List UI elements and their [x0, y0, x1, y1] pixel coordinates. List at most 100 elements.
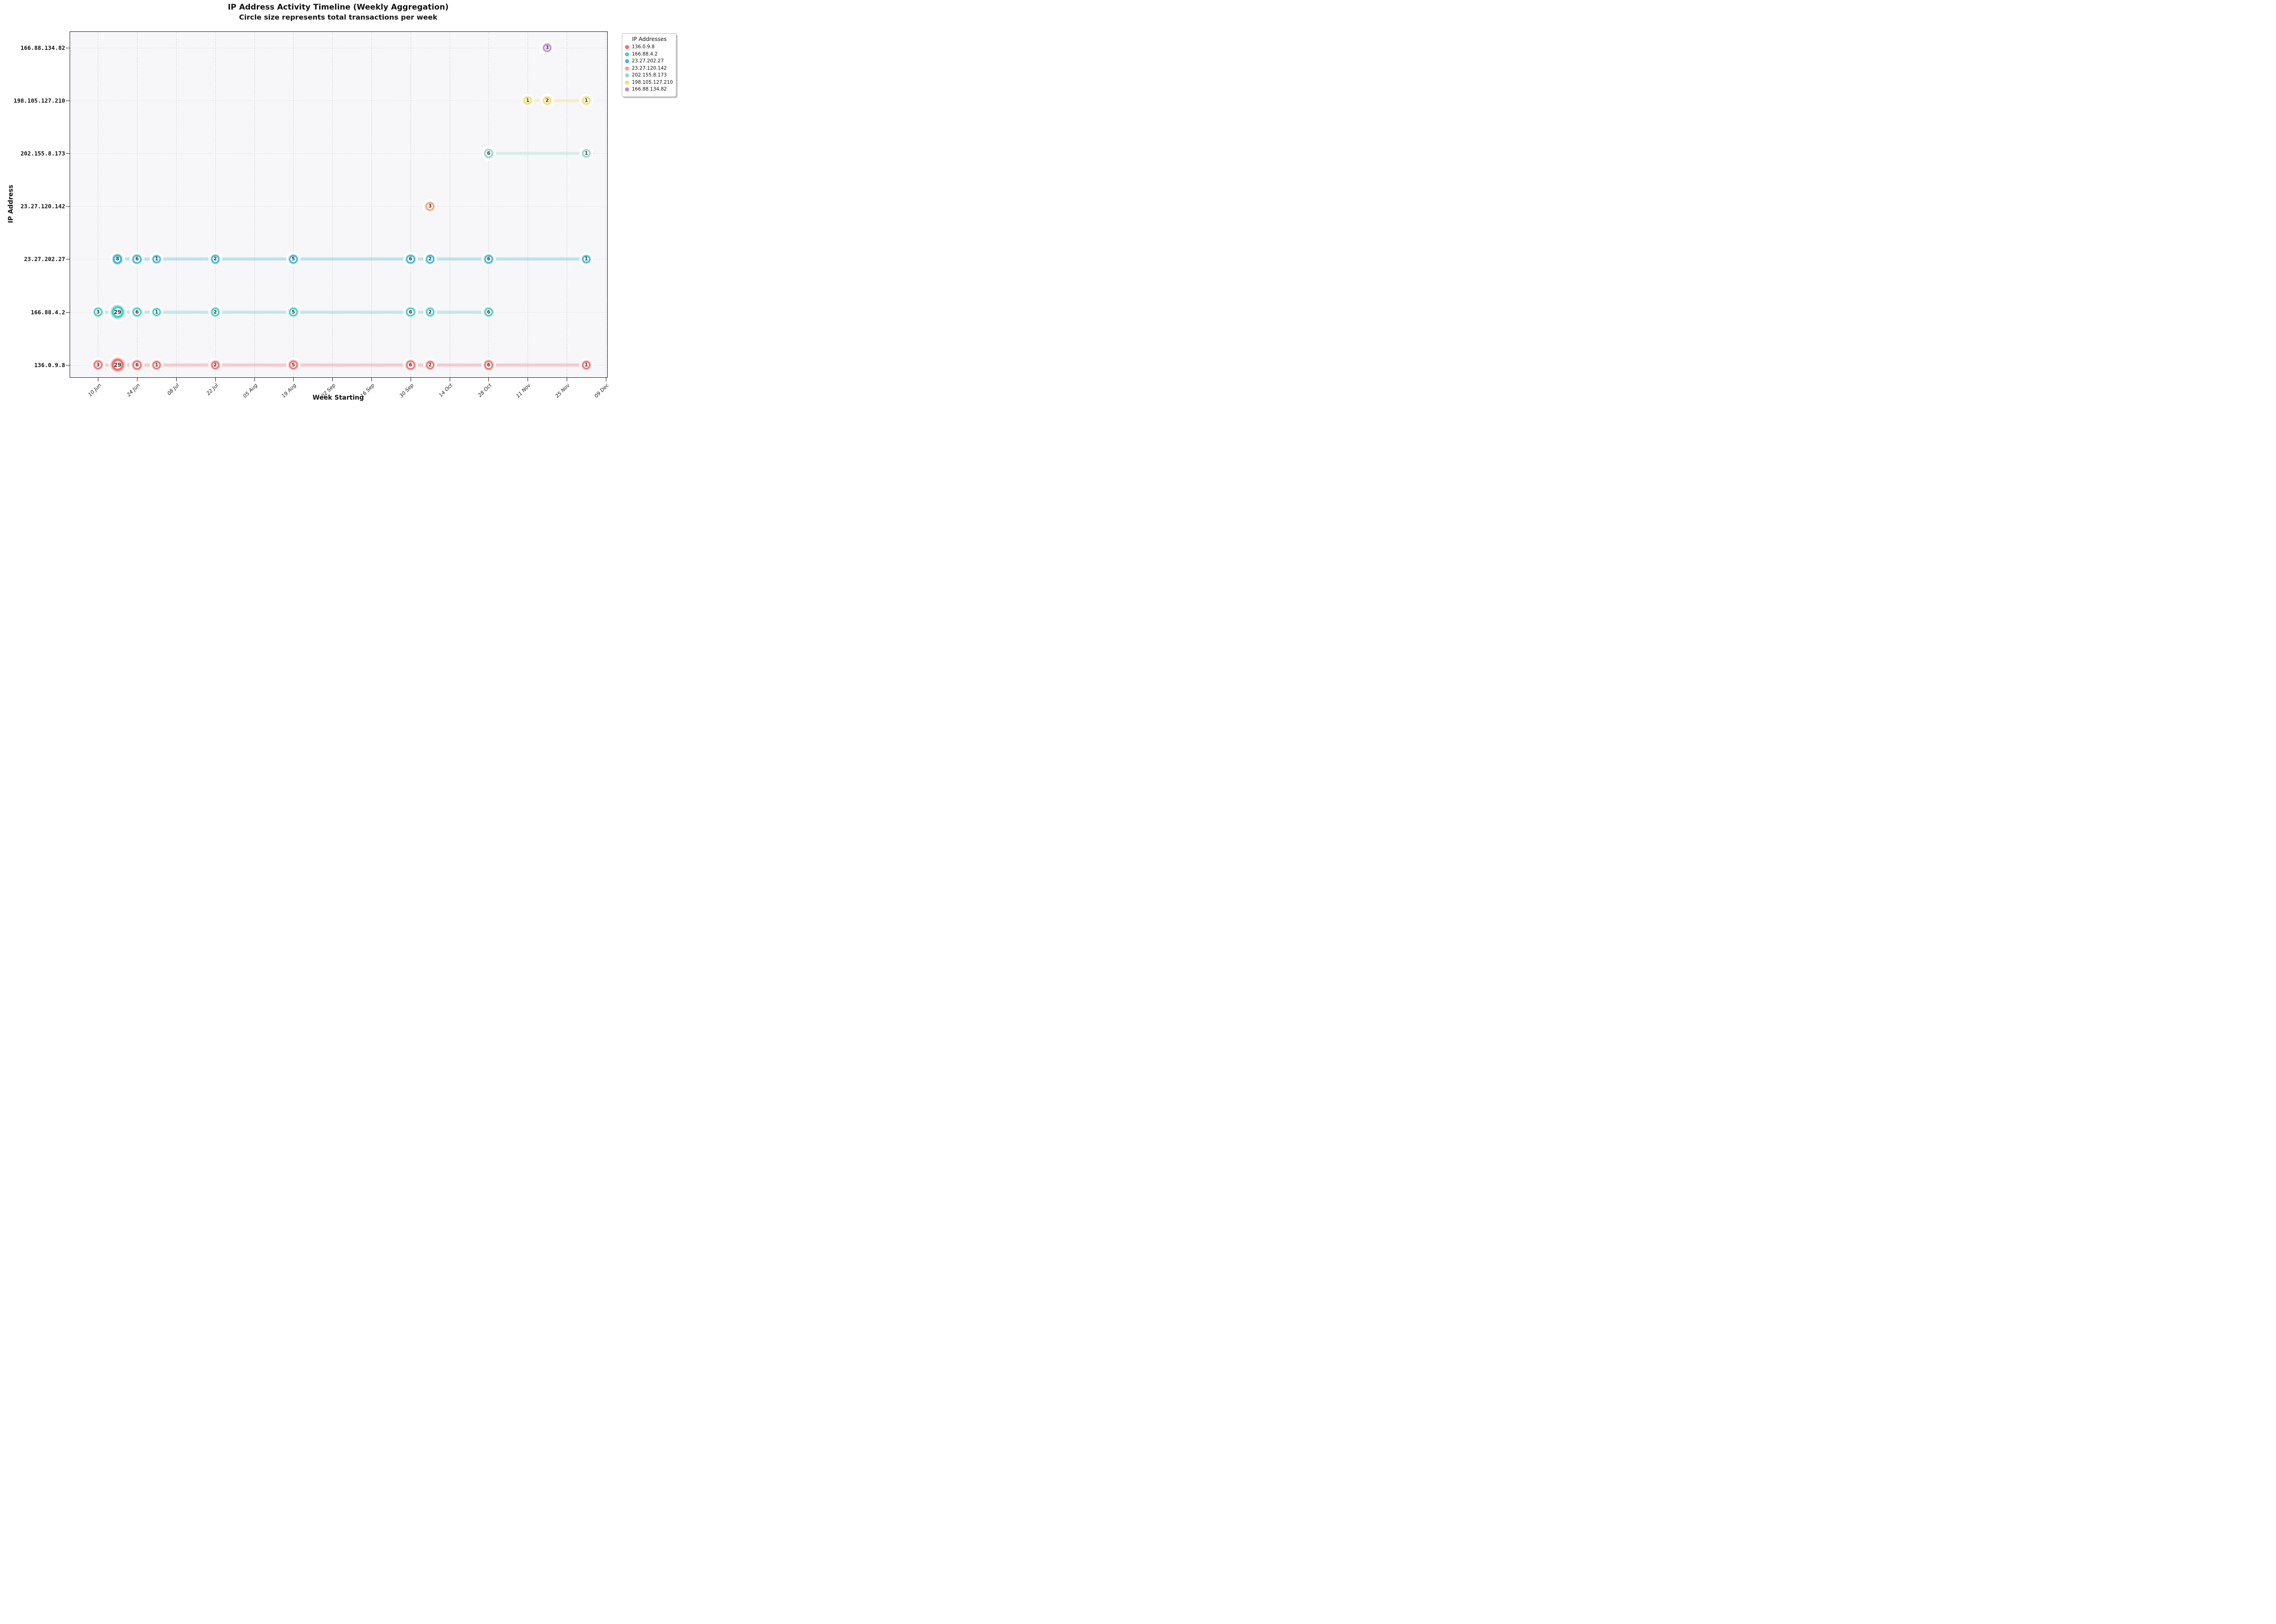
bubble: 2 [543, 96, 552, 105]
bubble-value: 6 [487, 309, 491, 315]
bubble: 5 [289, 307, 298, 317]
bubble: 6 [132, 254, 142, 264]
bubble: 6 [132, 307, 142, 317]
bubble: 1 [582, 360, 590, 369]
x-tick-mark [254, 377, 255, 381]
bubble-value: 29 [113, 361, 122, 368]
bubble-value: 8 [116, 256, 119, 262]
bubble: 2 [211, 308, 219, 316]
x-tick-mark [371, 377, 372, 381]
bubble: 3 [94, 308, 102, 316]
bubble-value: 6 [487, 256, 491, 262]
chart-title: IP Address Activity Timeline (Weekly Agg… [228, 3, 449, 12]
bubble: 29 [111, 359, 124, 371]
x-gridline [254, 32, 255, 377]
bubble-value: 6 [487, 362, 491, 368]
chart-subtitle: Circle size represents total transaction… [239, 13, 437, 21]
bubble-value: 29 [113, 309, 122, 315]
legend-label: 23.27.202.27 [632, 58, 664, 64]
bubble: 1 [152, 360, 161, 369]
series-line [528, 99, 587, 102]
bubble-value: 6 [135, 362, 139, 368]
bubble-value: 1 [584, 151, 588, 157]
y-tick-label: 23.27.120.142 [20, 203, 65, 210]
plot-area: 166.88.134.82 198.105.127.210 202.155.8.17… [14, 31, 610, 399]
bubble-value: 6 [135, 256, 139, 262]
legend-item: 202.155.8.173 [625, 72, 674, 79]
bubble: 2 [426, 255, 434, 264]
bubble: 1 [152, 308, 161, 316]
bubble: 1 [582, 96, 590, 105]
bubble: 6 [406, 360, 415, 370]
bubble: 6 [406, 254, 415, 264]
legend-item: 166.88.4.2 [625, 51, 674, 58]
legend-items: 136.0.9.8 166.88.4.2 23.27.202.27 23.27.120… [625, 44, 674, 93]
bubble-value: 5 [291, 362, 295, 368]
bubble-value: 6 [409, 362, 412, 368]
legend-label: 166.88.134.82 [632, 86, 667, 92]
bubble: 6 [132, 360, 142, 370]
bubble-value: 6 [409, 309, 412, 315]
bubble-value: 2 [545, 98, 549, 104]
legend-swatch-icon [625, 45, 629, 50]
bubble-value: 1 [155, 256, 158, 262]
y-tick-label: 136.0.9.8 [34, 361, 65, 369]
bubble-value: 1 [526, 98, 529, 104]
x-gridline [215, 32, 216, 377]
legend-title: IP Addresses [632, 36, 667, 42]
legend-swatch-icon [625, 59, 629, 64]
bubble-value: 2 [428, 256, 432, 262]
bubble-value: 1 [584, 362, 588, 368]
bubble: 5 [289, 360, 298, 370]
x-tick-mark [215, 377, 216, 381]
bubble: 3 [543, 43, 552, 52]
x-tick-mark [488, 377, 489, 381]
bubble-value: 2 [428, 309, 432, 315]
bubble: 5 [289, 254, 298, 264]
bubble: 1 [152, 255, 161, 264]
bubble-value: 3 [96, 309, 100, 315]
bubble-value: 1 [584, 98, 588, 104]
x-gridline [332, 32, 333, 377]
legend-swatch-icon [625, 66, 629, 71]
legend-item: 136.0.9.8 [625, 44, 674, 51]
legend-item: 23.27.202.27 [625, 58, 674, 65]
bubble-value: 2 [428, 362, 432, 368]
bubble: 6 [406, 307, 415, 317]
bubble-value: 5 [291, 309, 295, 315]
y-gridline [70, 312, 607, 313]
bubble: 6 [484, 307, 493, 317]
y-tick-mark [66, 206, 70, 207]
x-tick-mark [332, 377, 333, 381]
legend-label: 166.88.4.2 [632, 51, 658, 57]
x-gridline [293, 32, 294, 377]
bubble: 6 [484, 149, 493, 158]
x-tick-mark [293, 377, 294, 381]
bubble: 2 [426, 308, 434, 316]
bubble-value: 3 [96, 362, 100, 368]
y-axis-label: IP Address [7, 184, 15, 223]
y-gridline [70, 153, 607, 154]
bubble: 3 [94, 360, 102, 369]
legend-swatch-icon [625, 80, 629, 85]
legend-swatch-icon [625, 87, 629, 92]
legend-label: 202.155.8.173 [632, 72, 667, 78]
legend-label: 23.27.120.142 [632, 65, 667, 71]
bubble: 2 [426, 360, 434, 369]
y-gridline [70, 206, 607, 207]
bubble-value: 2 [213, 309, 217, 315]
bubble-value: 1 [584, 256, 588, 262]
bubble: 1 [523, 96, 532, 105]
legend-item: 166.88.134.82 [625, 86, 674, 93]
y-tick-mark [66, 312, 70, 313]
legend-label: 136.0.9.8 [632, 44, 655, 50]
bubble-value: 6 [409, 256, 412, 262]
legend-item: 23.27.120.142 [625, 65, 674, 72]
x-tick-mark [176, 377, 177, 381]
series-line [488, 152, 586, 155]
bubble: 8 [112, 254, 122, 264]
bubble: 2 [211, 255, 219, 264]
x-gridline [176, 32, 177, 377]
bubble-value: 2 [213, 362, 217, 368]
legend-swatch-icon [625, 73, 629, 78]
